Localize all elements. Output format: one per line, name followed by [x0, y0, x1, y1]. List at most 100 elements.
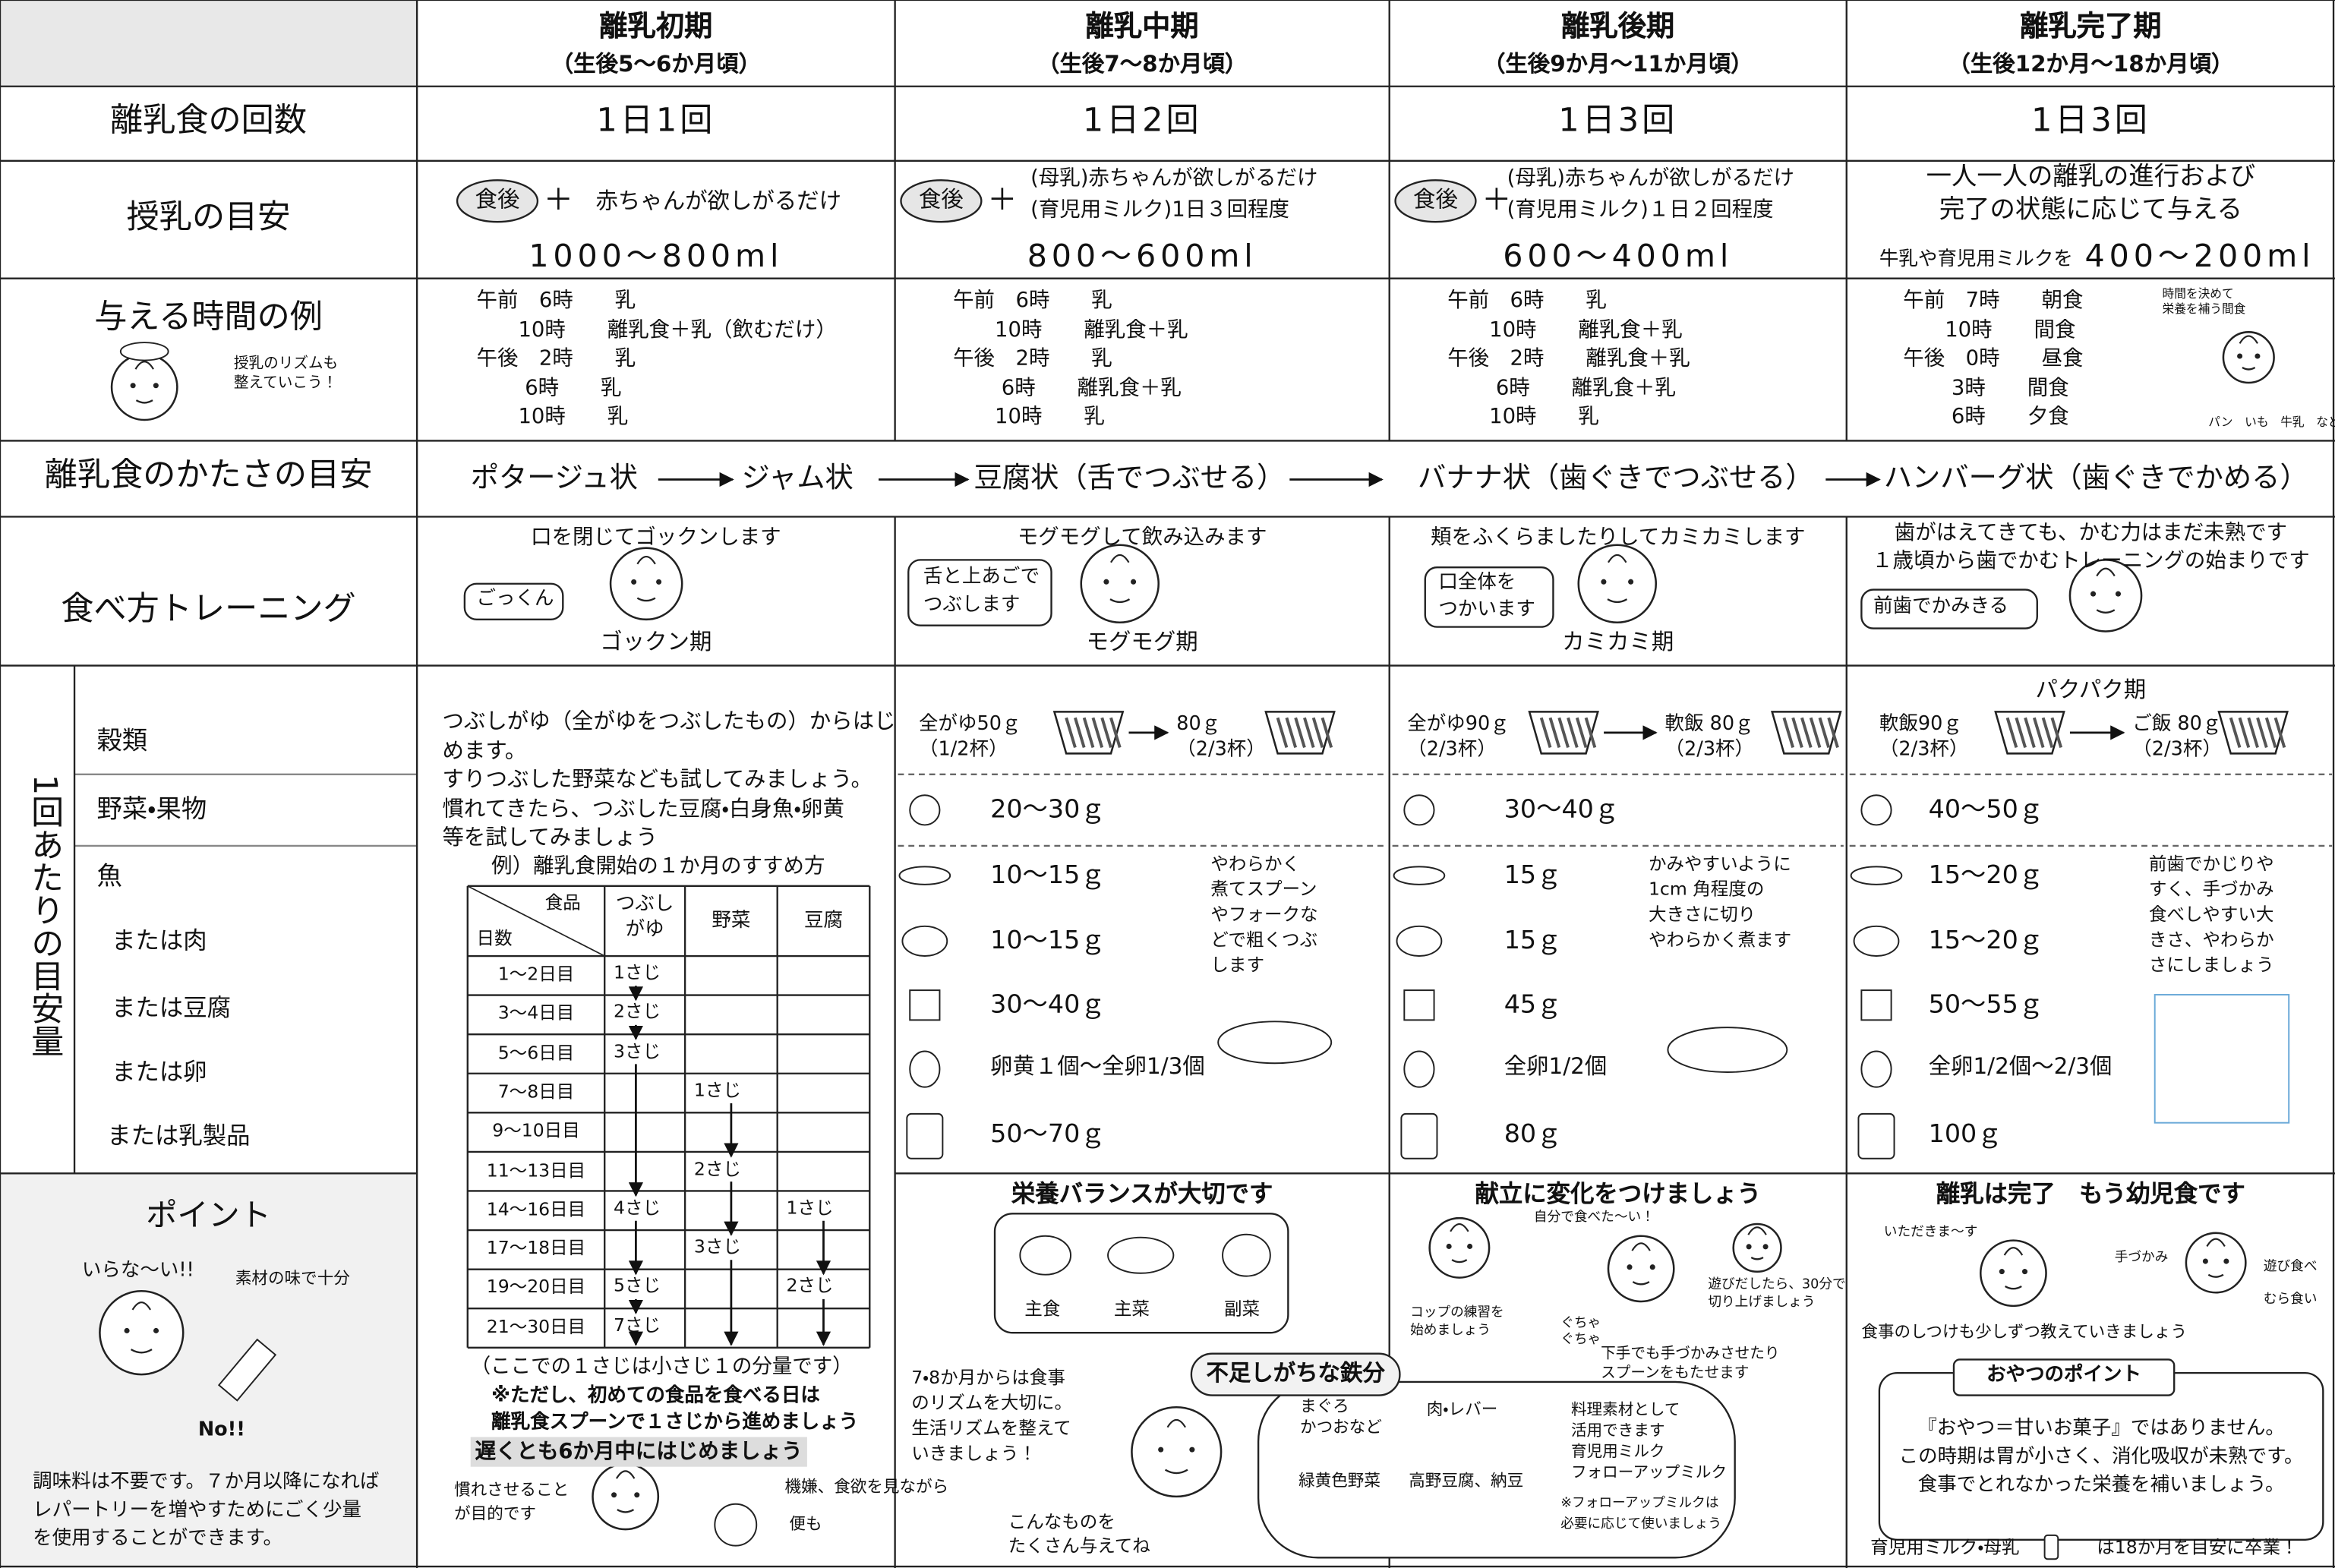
eye — [1999, 1269, 2005, 1275]
table-head: 野菜 — [712, 910, 751, 932]
snack-title: おやつのポイント — [1986, 1364, 2142, 1387]
tofu-icon — [1403, 989, 1435, 1021]
eye — [656, 579, 662, 585]
speech-text: 舌と上あごで つぶします — [923, 566, 1040, 617]
nursing-prefix: 牛乳や育児用ミルクを — [1879, 248, 2073, 271]
side-dish — [1222, 1233, 1271, 1277]
bowl-stripe — [2041, 717, 2054, 749]
eye — [1158, 1447, 1164, 1453]
iron-item: 料理素材として 活用できます 育児用ミルク フォローアップミルク — [1570, 1401, 1728, 1482]
eye — [130, 383, 136, 389]
iron-note: ※フォローアップミルクは 必要に応じて使いましょう — [1560, 1496, 1722, 1532]
amount-value: 80ｇ — [1504, 1119, 1562, 1150]
stage-name: 離乳初期 — [599, 10, 713, 43]
balance-label: 主食 — [1024, 1298, 1061, 1320]
hair — [1110, 554, 1130, 563]
hair — [2206, 1238, 2226, 1248]
schedule-times: 午前 6時 乳 10時 離乳食＋乳 午後 2時 離乳食＋乳 6時 離乳食＋乳 1… — [1447, 289, 1690, 429]
hair — [2096, 567, 2116, 577]
iron-bubble — [1257, 1380, 1736, 1559]
nursing-amount: 400〜200ml — [2084, 238, 2315, 274]
table-head: 日数 — [476, 927, 513, 949]
main-dish — [1107, 1236, 1175, 1274]
amount-value: 全卵1/2個〜2/3個 — [1928, 1052, 2113, 1080]
graduate-note: は18か月を目安に卒業！ — [2097, 1536, 2299, 1558]
table-spoons: 2さじ — [786, 1275, 834, 1296]
point-no: No!! — [197, 1418, 245, 1442]
eye — [153, 1327, 159, 1333]
eye — [2115, 591, 2121, 597]
nursing-text: (母乳)赤ちゃんが欲しがるだけ (育児用ミルク)1日３回程度 — [1030, 166, 1318, 222]
iron-item: まぐろ かつおなど — [1300, 1396, 1382, 1437]
eye — [1746, 1244, 1752, 1250]
training-phase: ゴックン期 — [600, 628, 712, 655]
bowl-stripe — [2238, 717, 2251, 749]
amount-value: 50〜70ｇ — [990, 1119, 1106, 1150]
training-caption: モグモグして飲み込みます — [1017, 525, 1267, 550]
table-days: 3〜4日目 — [497, 1002, 575, 1024]
bowl-stripe — [1800, 717, 1813, 749]
bowl-stripe — [1321, 717, 1333, 749]
bowl-stripe — [2024, 717, 2036, 749]
bowl-stripe — [1548, 717, 1561, 749]
training-caption: 口を閉じてゴックンします — [531, 525, 781, 550]
late-note: ぐちゃ ぐちゃ — [1560, 1316, 1601, 1348]
egg-icon — [1403, 1050, 1435, 1088]
veg-icon — [909, 794, 941, 826]
mouth — [1164, 1469, 1188, 1475]
amount-value: 40〜50ｇ — [1928, 795, 2044, 825]
grain-to: 軟飯 80ｇ （2/3杯） — [1664, 713, 1755, 762]
eye — [1131, 579, 1137, 585]
stage-period: （生後12か月〜18か月頃） — [1948, 50, 2234, 77]
amount-value: 15〜20ｇ — [1928, 926, 2044, 957]
food-category: 野菜・果物 — [96, 795, 207, 825]
hair — [2239, 335, 2258, 344]
snack-foods: パン いも 牛乳 など — [2208, 415, 2335, 429]
table-head: 豆腐 — [803, 910, 843, 932]
rhythm-note: 7・8か月からは食事 のリズムを大切に。 生活リズムを整えて いきましょう！ — [911, 1367, 1073, 1464]
point-cell — [0, 1173, 418, 1568]
table-spoons: 1さじ — [613, 961, 661, 983]
amount-value: 30〜40ｇ — [990, 990, 1106, 1021]
grain-from: 全がゆ90ｇ （2/3杯） — [1407, 713, 1510, 762]
badge: 食後 — [918, 186, 964, 213]
texture-item: 豆腐状（舌でつぶせる） — [973, 461, 1286, 495]
bowl-stripe — [1303, 717, 1315, 749]
badge: 食後 — [475, 186, 520, 213]
pot — [1667, 1027, 1788, 1073]
yogurt-icon — [906, 1112, 944, 1159]
early-table-title: 例）離乳食開始の１か月のすすめ方 — [491, 854, 825, 879]
stage-name: 離乳後期 — [1561, 10, 1675, 43]
speech-text: 口全体を つかいます — [1438, 572, 1535, 621]
eye — [634, 1492, 640, 1498]
baby-face — [1607, 1235, 1675, 1303]
corner-cell — [0, 0, 418, 87]
mouth — [2005, 1285, 2022, 1290]
eye — [631, 579, 637, 585]
stool-note: 便も — [789, 1514, 822, 1534]
food-category: または乳製品 — [107, 1121, 251, 1150]
section-title: 栄養バランスが大切です — [1011, 1179, 1273, 1208]
bowl-stripe — [2247, 717, 2259, 749]
fish-icon — [898, 866, 951, 885]
baby-face — [99, 1289, 185, 1376]
bowl-stripe — [1311, 717, 1324, 749]
frequency-value: 1日3回 — [1558, 103, 1678, 140]
baby-face — [1577, 544, 1658, 624]
meat-icon — [901, 925, 948, 958]
eye — [1601, 579, 1607, 585]
training-phase: モグモグ期 — [1086, 628, 1198, 655]
amount-side-label: 1回あたりの目安量 — [25, 774, 63, 1058]
complete-note: 手づかみ — [2114, 1251, 2169, 1266]
food-category: または肉 — [112, 926, 207, 955]
complete-note: いただきま〜す — [1883, 1225, 1978, 1241]
stool-icon — [714, 1503, 758, 1547]
bowl-stripe — [2015, 717, 2027, 749]
bottle-icon — [2043, 1534, 2059, 1560]
amount-note: 前歯でかじりや すく、手づかみ 食べしやすい大 きさ、やわらか さにしましょう — [2148, 853, 2274, 976]
first-day-note: ※ただし、初めての食品を食べる日は 離乳食スプーンで１さじから進めましょう — [491, 1384, 859, 1434]
bowl-stripe — [2050, 717, 2063, 749]
mascot-hat — [119, 342, 169, 361]
bowl-stripe — [1276, 717, 1289, 749]
